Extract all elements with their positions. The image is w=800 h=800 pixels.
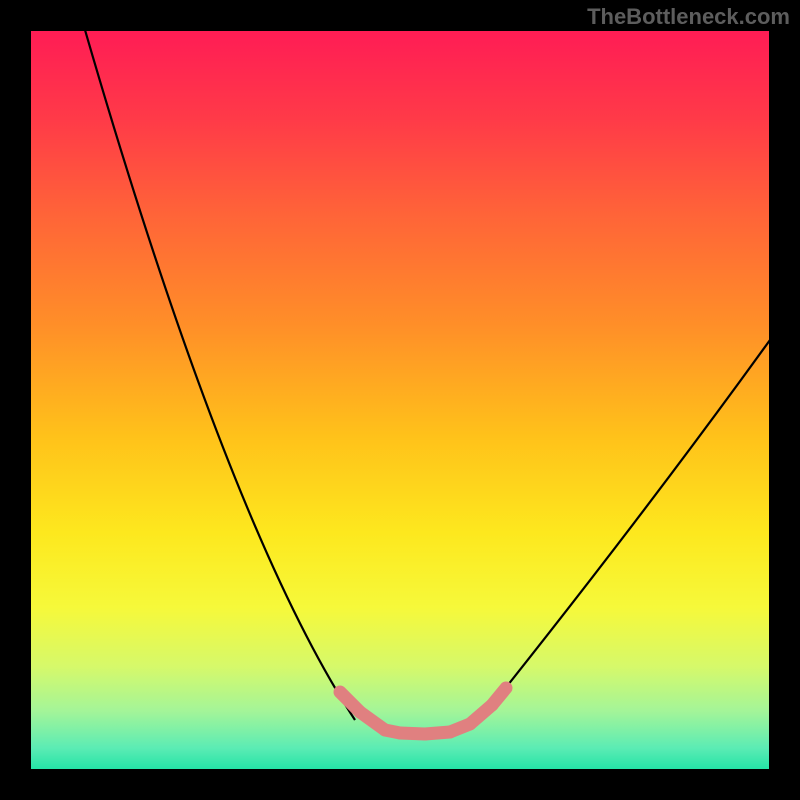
- chart-svg: [0, 0, 800, 800]
- watermark-text: TheBottleneck.com: [587, 4, 790, 30]
- plot-gradient-background: [30, 30, 770, 770]
- chart-stage: TheBottleneck.com: [0, 0, 800, 800]
